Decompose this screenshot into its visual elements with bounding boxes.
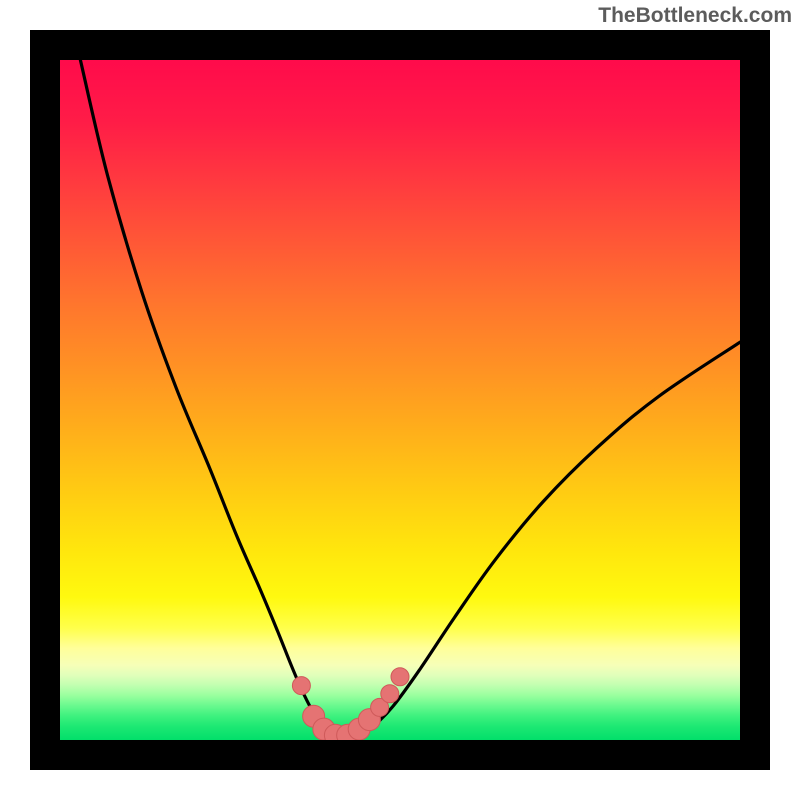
- chart-container: TheBottleneck.com: [0, 0, 800, 800]
- attribution-text: TheBottleneck.com: [598, 4, 792, 28]
- curve-marker: [381, 685, 399, 703]
- gradient-background: [60, 60, 740, 740]
- curve-marker: [391, 668, 409, 686]
- bottleneck-chart: [0, 0, 800, 800]
- curve-marker: [292, 677, 310, 695]
